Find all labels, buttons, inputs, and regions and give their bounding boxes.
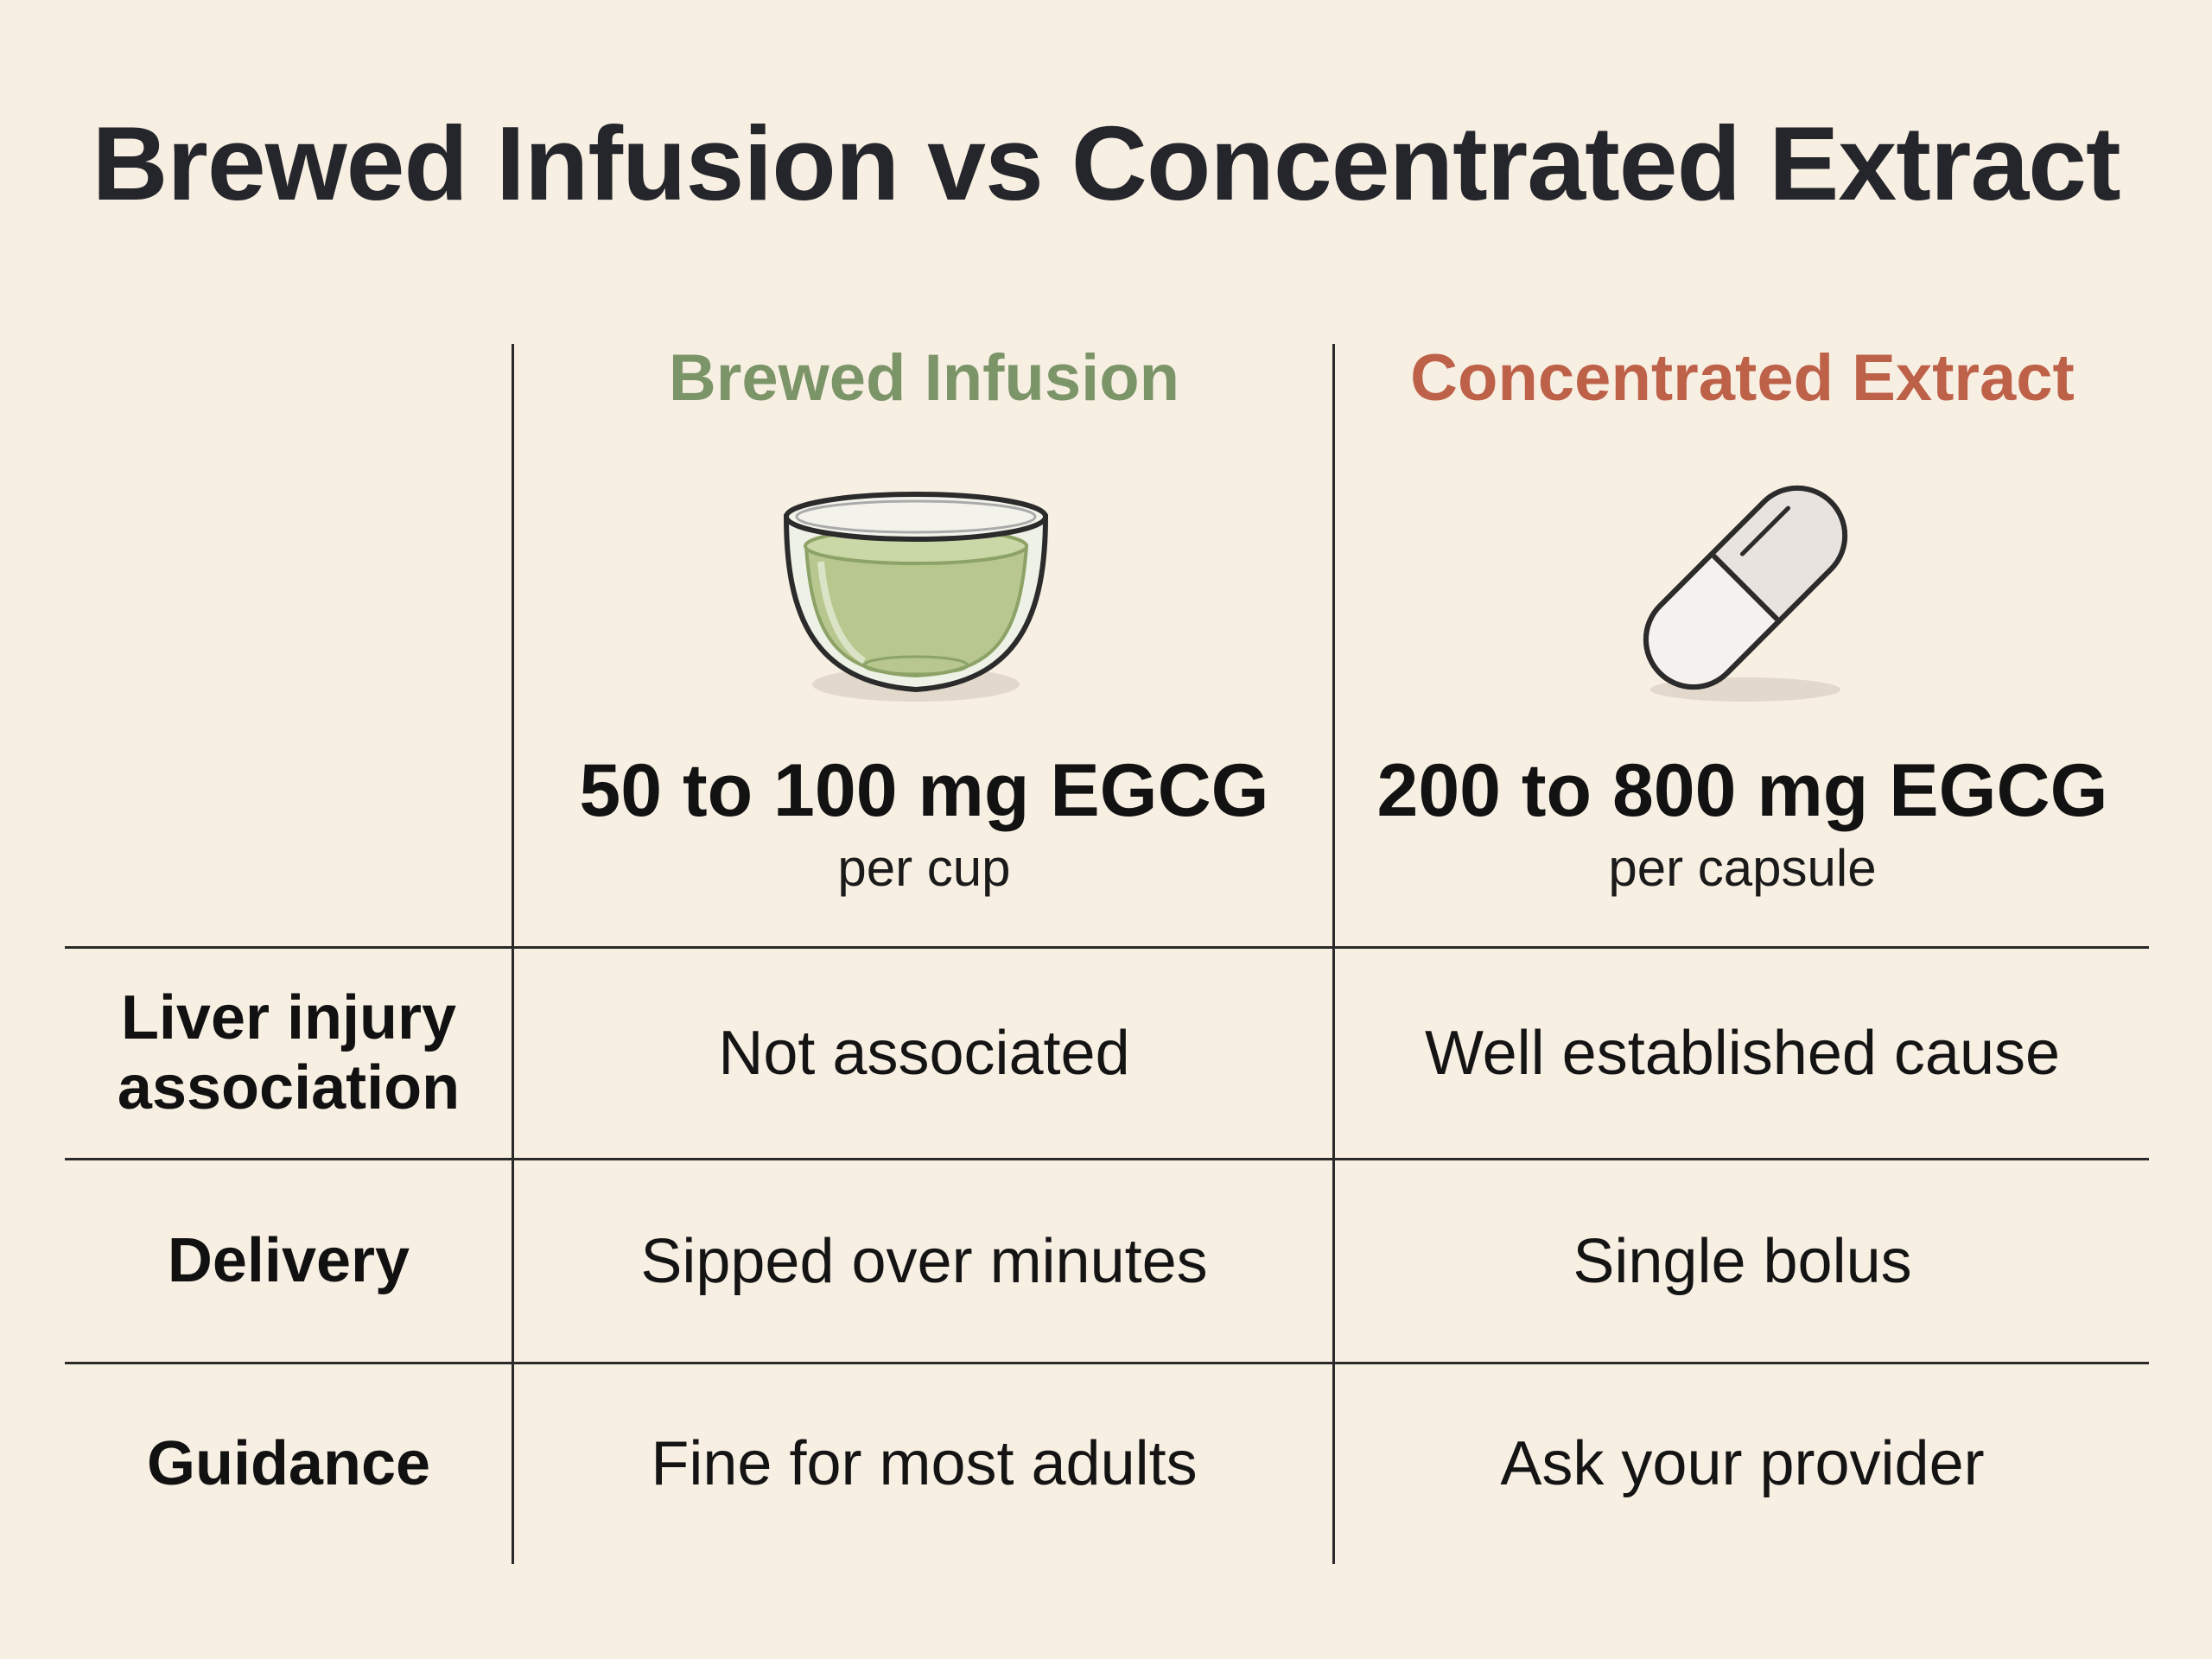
row-label-liver-injury: Liver injury association xyxy=(117,983,461,1122)
concentrated-extract-heading: Concentrated Extract xyxy=(1410,341,2075,415)
brewed-infusion-heading: Brewed Infusion xyxy=(668,341,1180,415)
brewed-liver-injury-value: Not associated xyxy=(718,1019,1130,1088)
column-divider-left xyxy=(512,344,514,1564)
brewed-unit: per cup xyxy=(837,839,1011,897)
row-label-delivery: Delivery xyxy=(167,1226,410,1296)
brewed-egcg-amount: 50 to 100 mg EGCG xyxy=(579,749,1269,832)
row-divider xyxy=(65,946,2149,949)
extract-guidance-value: Ask your provider xyxy=(1500,1429,1985,1498)
extract-unit: per capsule xyxy=(1608,839,1877,897)
extract-egcg-amount: 200 to 800 mg EGCG xyxy=(1376,749,2108,832)
page-title: Brewed Infusion vs Concentrated Extract xyxy=(92,105,2120,222)
column-divider-right xyxy=(1332,344,1335,1564)
brewed-delivery-value: Sipped over minutes xyxy=(640,1226,1208,1296)
row-divider xyxy=(65,1158,2149,1160)
extract-liver-injury-value: Well established cause xyxy=(1424,1019,2061,1088)
row-divider xyxy=(65,1362,2149,1364)
teacup-icon xyxy=(783,492,1049,702)
row-label-guidance: Guidance xyxy=(146,1428,431,1498)
capsule-icon xyxy=(1643,485,1848,702)
brewed-guidance-value: Fine for most adults xyxy=(651,1429,1198,1498)
extract-delivery-value: Single bolus xyxy=(1573,1226,1912,1296)
